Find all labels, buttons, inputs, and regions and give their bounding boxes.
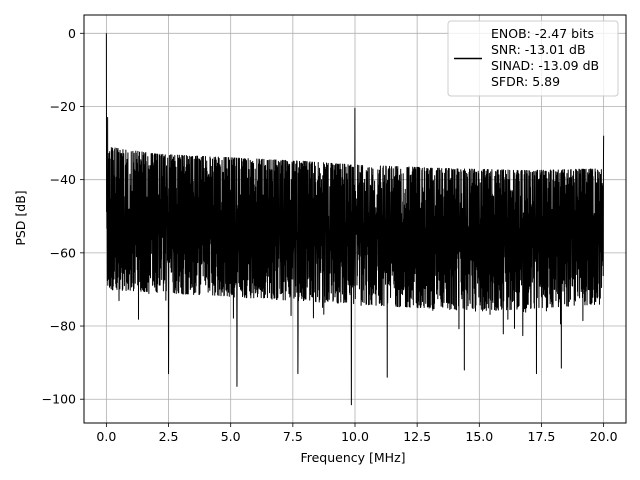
plot-area xyxy=(105,33,605,406)
x-tick-label: 17.5 xyxy=(528,429,556,444)
y-tick-label: −100 xyxy=(42,392,76,407)
y-tick-label: −60 xyxy=(50,245,76,260)
x-tick-label: 10.0 xyxy=(341,429,369,444)
legend: ENOB: -2.47 bits SNR: -13.01 dB SINAD: -… xyxy=(447,20,619,97)
legend-enob: ENOB: -2.47 bits xyxy=(491,26,594,41)
y-tick-label: −80 xyxy=(50,319,76,334)
x-axis-label: Frequency [MHz] xyxy=(300,450,405,465)
y-tick-label: −40 xyxy=(50,172,76,187)
x-tick-label: 2.5 xyxy=(159,429,179,444)
legend-sinad: SINAD: -13.09 dB xyxy=(491,58,599,73)
y-axis-label: PSD [dB] xyxy=(13,190,28,245)
x-tick-label: 12.5 xyxy=(403,429,431,444)
x-tick-label: 0.0 xyxy=(96,429,116,444)
y-tick-label: −20 xyxy=(50,99,76,114)
x-tick-label: 7.5 xyxy=(283,429,303,444)
y-axis: 0 −20 −40 −60 −80 −100 xyxy=(42,26,84,407)
legend-sfdr: SFDR: 5.89 xyxy=(491,74,560,89)
legend-box xyxy=(447,20,619,97)
x-tick-label: 20.0 xyxy=(590,429,618,444)
legend-snr: SNR: -13.01 dB xyxy=(491,42,586,57)
x-axis: 0.0 2.5 5.0 7.5 10.0 12.5 15.0 17.5 20.0 xyxy=(96,423,618,444)
x-tick-label: 5.0 xyxy=(221,429,241,444)
psd-trace xyxy=(105,33,605,406)
y-tick-label: 0 xyxy=(68,26,76,41)
x-tick-label: 15.0 xyxy=(465,429,493,444)
